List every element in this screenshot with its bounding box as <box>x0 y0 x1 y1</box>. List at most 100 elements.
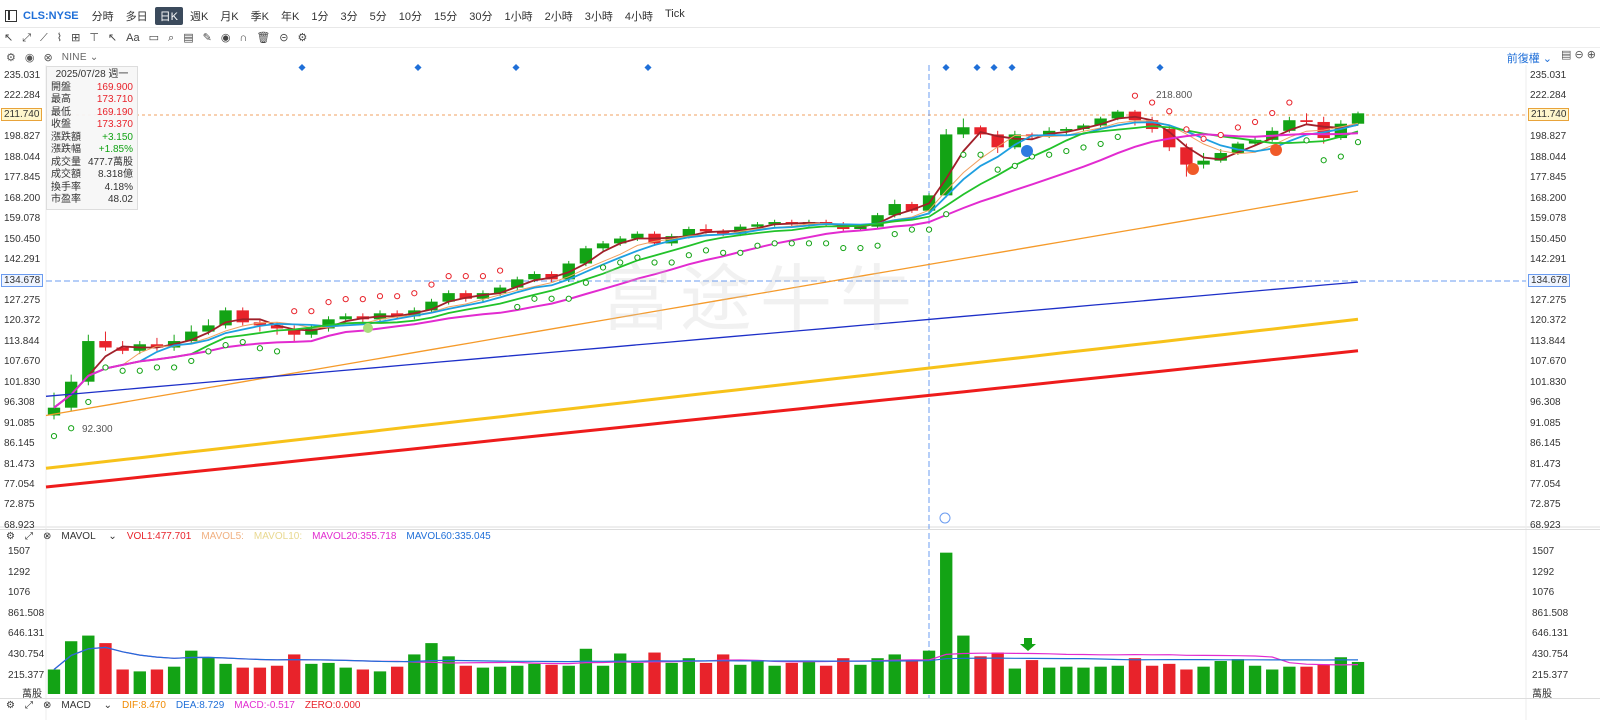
period-tab[interactable]: 10分 <box>398 10 422 23</box>
settings-icon[interactable]: ⚙ <box>6 531 15 542</box>
candle-body <box>1180 147 1193 165</box>
sar-dot <box>205 348 212 355</box>
mavol-label[interactable]: MAVOL ⌄ <box>61 531 117 542</box>
period-tab[interactable]: 日K <box>154 6 183 25</box>
period-tab[interactable]: 年K <box>281 10 300 23</box>
period-tab[interactable]: 30分 <box>469 10 493 23</box>
period-tab[interactable]: 2小時 <box>544 10 573 23</box>
period-tab[interactable]: 5分 <box>369 10 387 23</box>
volume-bar <box>648 652 661 694</box>
signal-dot <box>1187 163 1199 175</box>
sar-dot <box>1354 139 1362 146</box>
circle-icon[interactable]: ◉ <box>24 51 35 64</box>
sar-dot <box>411 290 418 297</box>
period-tab[interactable]: 1小時 <box>504 10 533 23</box>
ohlc-value: 48.02 <box>107 194 133 205</box>
volume-axis-label: 646.131 <box>8 628 45 640</box>
period-tab[interactable]: 3小時 <box>584 10 613 23</box>
period-tab[interactable]: 15分 <box>433 10 458 23</box>
volume-bar <box>270 665 284 694</box>
period-bar: CLS:NYSE 分時 多日 日K 週K 月K 季K 年K 1分 3分 5分 10分 15分 30分 1小… <box>0 4 1600 28</box>
period-tab[interactable]: 3分 <box>340 10 358 23</box>
drawing-tool-icon[interactable]: ◉ <box>220 31 231 44</box>
ma120-line <box>45 281 1359 397</box>
drawing-tool-icon[interactable]: ▤ <box>183 31 194 44</box>
ohlc-value: 169.900 <box>96 81 133 93</box>
sar-dot <box>994 166 1001 173</box>
drawing-tool-icon[interactable]: ✎ <box>202 31 212 44</box>
drawing-tool-icon[interactable]: Aa <box>126 31 140 44</box>
period-tab[interactable]: Tick <box>664 7 685 20</box>
settings-icon[interactable]: ⚙ <box>6 700 15 711</box>
drawing-tool-icon[interactable]: ↖ <box>4 31 14 44</box>
candle-body <box>1351 113 1365 124</box>
drawing-tool-icon[interactable]: ⚙ <box>297 31 308 44</box>
volume-bar <box>1214 661 1227 694</box>
volume-bar <box>562 665 575 694</box>
zoom-in-icon[interactable]: ⊕ <box>1586 49 1596 61</box>
volume-bar <box>1145 665 1159 694</box>
zoom-out-icon[interactable]: ⊖ <box>1574 49 1584 61</box>
macd-label[interactable]: MACD ⌄ <box>61 700 112 711</box>
drawing-tool-icon[interactable]: ⊞ <box>71 31 81 44</box>
drawing-tool-icon[interactable]: ⤢ <box>22 31 32 44</box>
expand-icon[interactable]: ⤢ <box>24 700 33 711</box>
volume-bar <box>202 657 215 694</box>
ohlc-value: +1.85% <box>98 144 133 155</box>
expand-icon[interactable]: ⤢ <box>24 531 33 542</box>
period-tab[interactable]: 季K <box>250 10 269 23</box>
adjustment-select[interactable]: 前復權 ⌄ <box>1506 53 1552 65</box>
settings-icon[interactable]: ⚙ <box>6 51 16 64</box>
candle-body <box>596 243 610 249</box>
period-tabs: 分時 多日 日K 週K 月K 季K 年K 1分 3分 5分 10分 15分 30分 1小時 2小時 3小時 4小… <box>87 6 692 25</box>
price-axis-label: 177.845 <box>4 172 41 184</box>
ma20-line <box>53 132 1359 409</box>
ohlc-value: 477.7萬股 <box>87 156 133 168</box>
sar-dot <box>685 252 692 259</box>
period-tab[interactable]: 月K <box>220 10 239 23</box>
ticker-symbol[interactable]: CLS:NYSE <box>23 9 79 22</box>
sar-dot <box>737 249 744 256</box>
volume-bar <box>64 641 78 694</box>
close-icon[interactable]: ⊗ <box>43 51 53 64</box>
close-icon[interactable]: ⊗ <box>42 531 52 542</box>
drawing-tool-icon[interactable]: ⌕ <box>168 31 175 44</box>
period-tab[interactable]: 1分 <box>311 10 329 23</box>
drawing-tool-icon[interactable]: ⊝ <box>279 31 289 44</box>
volume-bar <box>991 652 1004 694</box>
drawing-tool-icon[interactable]: 🗑 <box>256 31 271 44</box>
sar-dot <box>1303 137 1310 144</box>
indicator-name[interactable]: NINE <box>61 51 87 63</box>
volume-bar <box>1008 668 1022 694</box>
period-tab[interactable]: 多日 <box>125 10 148 23</box>
drawing-tool-icon[interactable]: ↖ <box>107 31 118 44</box>
layout-icon[interactable]: ▤ <box>1561 49 1572 61</box>
drawing-tool-icon[interactable]: ▭ <box>148 31 160 44</box>
ohlc-key: 最低 <box>51 106 71 118</box>
drawing-tool-icon[interactable]: ⊤ <box>89 31 99 44</box>
sar-dot <box>977 151 984 158</box>
close-icon[interactable]: ⊗ <box>42 700 52 711</box>
volume-axis-label: 646.131 <box>1532 628 1569 640</box>
chevron-down-icon[interactable]: ⌄ <box>86 51 99 63</box>
volume-bar <box>854 664 867 694</box>
volume-bar <box>288 654 301 694</box>
ohlc-key: 換手率 <box>51 181 81 193</box>
period-tab[interactable]: 週K <box>189 10 209 23</box>
period-tab[interactable]: 分時 <box>91 10 114 23</box>
period-tab[interactable]: 4小時 <box>624 10 653 23</box>
chart-tools: ▤ ⊖ ⊕ <box>1561 48 1596 61</box>
drawing-tool-icon[interactable]: ⌇ <box>56 31 63 44</box>
price-axis-label: 127.275 <box>4 294 41 306</box>
sidebar-toggle-icon[interactable] <box>5 9 17 22</box>
sar-dot <box>171 364 178 371</box>
sar-dot <box>359 296 366 303</box>
candle-body <box>614 238 627 244</box>
volume-bar <box>1094 666 1107 694</box>
drawing-tool-icon[interactable]: ∩ <box>239 31 248 44</box>
sar-dot <box>805 240 813 247</box>
crosshair-price-tag-left: 134.678 <box>1 274 44 287</box>
drawing-tool-icon[interactable]: ⟋ <box>40 31 48 44</box>
price-axis-label: 68.923 <box>4 519 35 531</box>
